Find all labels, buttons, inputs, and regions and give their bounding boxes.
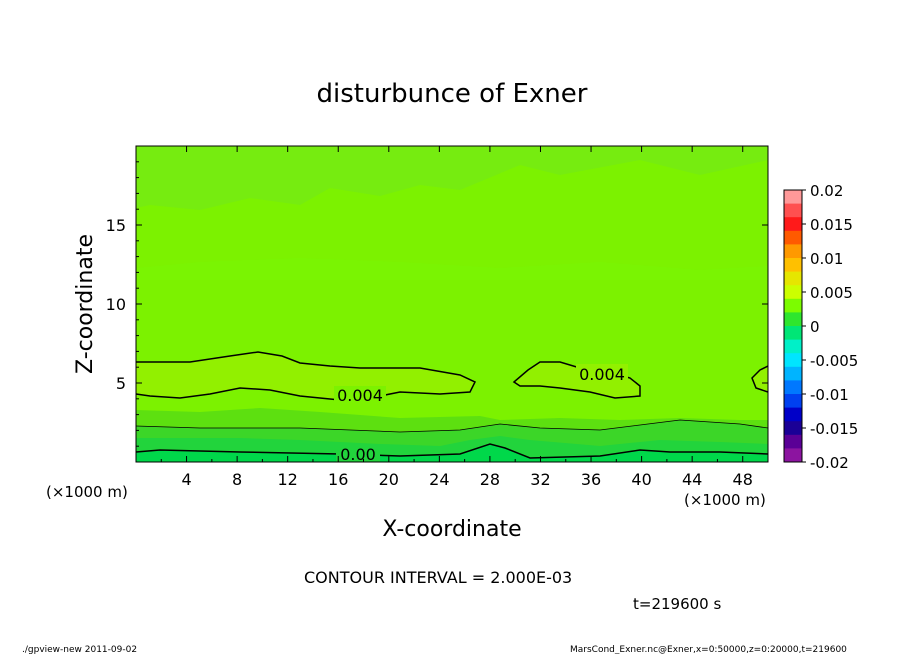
colorbar-segment <box>784 244 802 259</box>
contour-line-right <box>751 365 768 393</box>
colorbar-segment <box>784 434 802 449</box>
contour-line-zero <box>136 443 768 459</box>
colorbar-segment <box>784 421 802 436</box>
colorbar-label: 0.005 <box>810 284 853 302</box>
colorbar-segment <box>784 271 802 286</box>
colorbar-segment <box>784 366 802 381</box>
colorbar-segment <box>784 298 802 313</box>
field-band-lower-4 <box>136 444 768 462</box>
colorbar-label: -0.005 <box>810 352 858 370</box>
x-tick-label: 20 <box>379 470 399 489</box>
x-tick-label: 24 <box>429 470 449 489</box>
x-tick-label: 36 <box>581 470 601 489</box>
y-axis-ticks: 5 10 15 <box>106 161 768 447</box>
colorbar-label: 0.015 <box>810 216 853 234</box>
contour-label-2: 0.004 <box>579 365 625 384</box>
x-tick-label: 4 <box>181 470 191 489</box>
x-tick-label: 32 <box>530 470 550 489</box>
contour-line-thin <box>136 419 768 433</box>
colorbar-labels: 0.02 0.015 0.01 0.005 0 -0.005 -0.01 -0.015 -0.0… <box>802 182 858 472</box>
colorbar-segment <box>784 394 802 409</box>
colorbar-segment <box>784 230 802 245</box>
colorbar-segment <box>784 448 802 463</box>
colorbar-segment <box>784 353 802 368</box>
colorbar-segment <box>784 407 802 422</box>
colorbar-label: 0 <box>810 318 820 336</box>
contour-label-bg-2 <box>576 364 628 382</box>
y-tick-label: 10 <box>106 295 126 314</box>
x-axis-ticks: 4 8 12 16 20 24 28 32 36 40 44 48 <box>160 146 753 489</box>
colorbar-label: -0.02 <box>810 454 849 472</box>
colorbar-segment <box>784 339 802 354</box>
x-tick-label: 44 <box>682 470 702 489</box>
colorbar-label: 0.02 <box>810 182 843 200</box>
colorbar <box>783 189 803 463</box>
field-patch-right <box>752 366 768 392</box>
x-tick-label: 40 <box>631 470 651 489</box>
plot-area <box>136 146 768 462</box>
colorbar-segment <box>784 285 802 300</box>
field-patch-left <box>136 352 475 400</box>
colorbar-segment <box>784 326 802 341</box>
x-tick-label: 16 <box>328 470 348 489</box>
time-label: t=219600 s <box>633 595 721 613</box>
colorbar-segment <box>784 312 802 327</box>
x-unit-right: (×1000 m) <box>684 491 766 509</box>
contour-label-1: 0.004 <box>337 386 383 405</box>
chart-title: disturbunce of Exner <box>317 79 588 109</box>
colorbar-segment <box>784 380 802 395</box>
x-tick-label: 48 <box>733 470 753 489</box>
footer-right: MarsCond_Exner.nc@Exner,x=0:50000,z=0:20… <box>570 645 847 654</box>
colorbar-label: -0.01 <box>810 386 849 404</box>
colorbar-label: -0.015 <box>810 420 858 438</box>
x-unit-left: (×1000 m) <box>46 483 128 501</box>
x-tick-label: 12 <box>278 470 298 489</box>
y-tick-label: 5 <box>116 374 126 393</box>
contour-label-3: 0.00 <box>340 445 376 464</box>
colorbar-segment <box>784 190 802 205</box>
field-band-upper <box>136 146 768 210</box>
x-tick-label: 8 <box>232 470 242 489</box>
contour-line-upper <box>136 351 477 401</box>
colorbar-segment <box>784 217 802 232</box>
colorbar-label: 0.01 <box>810 250 843 268</box>
contour-line-mid <box>512 361 641 399</box>
colorbar-segment <box>784 203 802 218</box>
colorbar-segment <box>784 258 802 273</box>
contour-label-bg-3 <box>336 446 380 462</box>
contour-interval: CONTOUR INTERVAL = 2.000E-03 <box>304 568 572 587</box>
y-tick-label: 15 <box>106 216 126 235</box>
y-axis-label: Z-coordinate <box>73 234 98 374</box>
contour-label-bg-1 <box>334 386 386 404</box>
x-tick-label: 28 <box>480 470 500 489</box>
footer-left: ./gpview-new 2011-09-02 <box>22 645 137 654</box>
field-band-mid <box>136 258 768 280</box>
x-axis-label: X-coordinate <box>382 517 521 542</box>
